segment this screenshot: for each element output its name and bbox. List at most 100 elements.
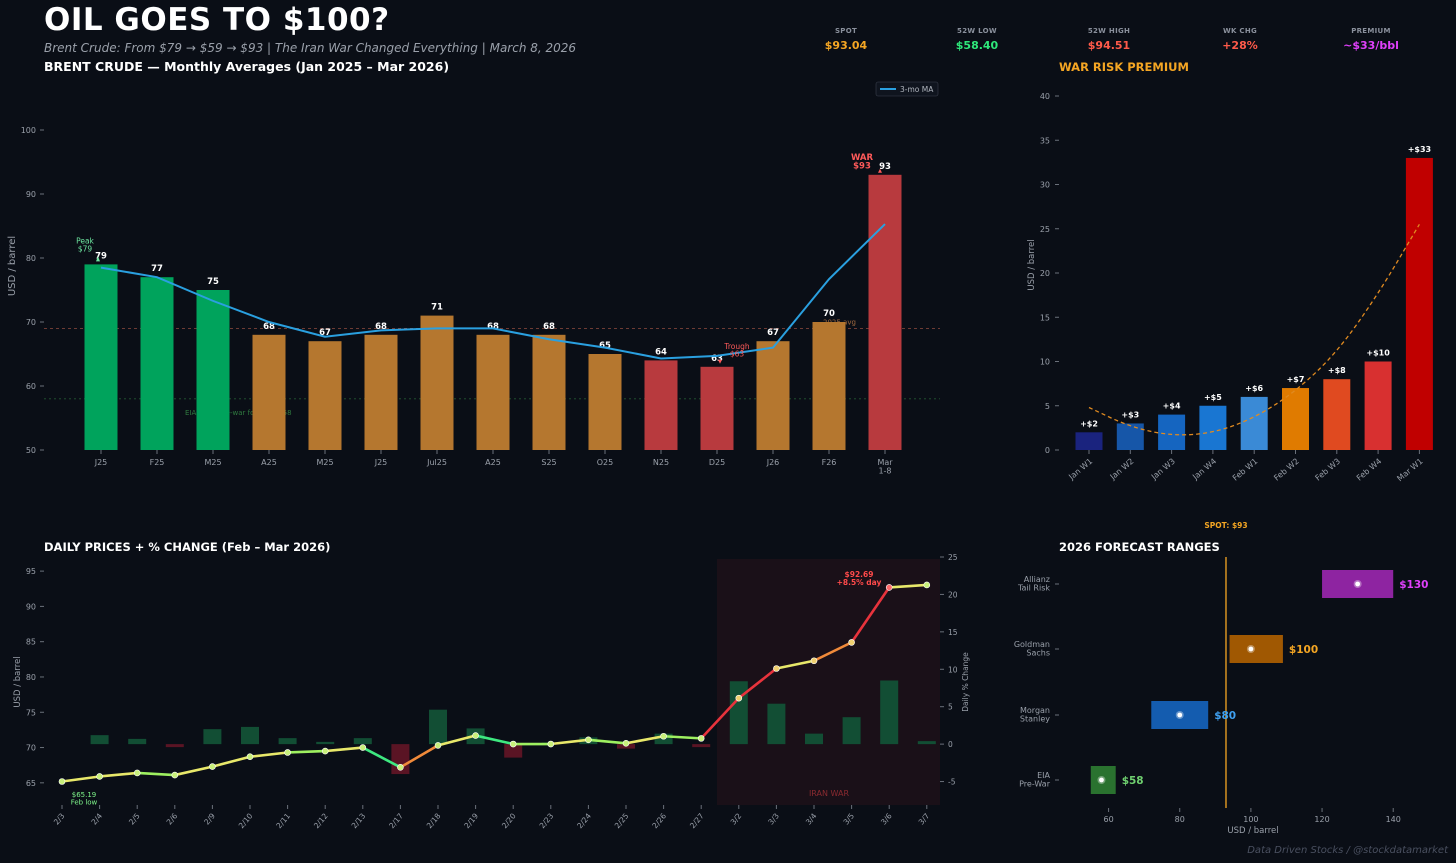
bar-value-label: 68	[487, 322, 499, 332]
stat-label: SPOT	[834, 27, 858, 35]
price-line-segment	[775, 659, 816, 670]
forecast-value-label: $130	[1399, 579, 1428, 591]
price-line-segment	[474, 734, 515, 746]
bar-value-label: +$8	[1328, 366, 1346, 375]
daily-chart: IRAN WAR 65 70 75 80 85 90 95 USD / barrel -5 0 5 10…	[13, 553, 970, 830]
premium-chart: 0 5 10 15 20 25 30 35 40 USD / barrel +$2 Jan W1 +$3…	[1027, 92, 1433, 483]
y-tick-label: 0	[1045, 446, 1050, 455]
forecast-point	[1099, 777, 1104, 783]
stat-value: $58.40	[955, 39, 999, 52]
x-tick-label: 3/6	[879, 811, 894, 826]
bar-value-label: 70	[823, 309, 835, 319]
bar-value-label: +$6	[1245, 384, 1263, 393]
bar	[1282, 388, 1309, 450]
y-tick-label: EIA Pre-War	[1019, 771, 1051, 788]
x-tick-label: 2/10	[237, 811, 255, 830]
price-point	[284, 749, 291, 756]
bar-value-label: 77	[151, 264, 163, 274]
x-tick-label: Feb W1	[1231, 457, 1260, 483]
x-tick-label: J25	[374, 458, 388, 467]
bar-value-label: 67	[319, 328, 331, 338]
bar-value-label: 75	[207, 277, 219, 287]
pct-change-bar	[241, 726, 259, 745]
x-tick-label: 2/26	[650, 811, 668, 830]
pct-change-bar	[278, 738, 297, 745]
x-tick-label: J25	[94, 458, 108, 467]
price-point	[246, 753, 254, 761]
x-tick-label: 3/3	[766, 811, 781, 826]
price-point	[58, 778, 66, 785]
x-tick-label: J26	[766, 458, 780, 467]
y-axis-label: USD / barrel	[1027, 239, 1037, 290]
annotation-war: WAR $93	[851, 153, 874, 172]
price-point	[697, 735, 705, 742]
x-tick-label: Feb W2	[1272, 457, 1301, 483]
y-tick-label: 70	[26, 318, 36, 327]
price-line-segment	[323, 746, 365, 753]
bar	[812, 322, 846, 450]
bar	[308, 341, 342, 450]
x-tick-label: 3/7	[917, 811, 932, 826]
pct-change-bar	[128, 738, 147, 745]
bar	[644, 360, 678, 450]
y-tick-label: 60	[26, 382, 36, 391]
legend	[875, 81, 939, 97]
x-tick-label: M25	[204, 458, 221, 467]
x-tick-label: 2/24	[575, 811, 593, 830]
bar-value-label: +$7	[1287, 375, 1305, 384]
stat-premium: PREMIUM ~$33/bbl	[1311, 27, 1431, 52]
y2-tick-label: 0	[948, 740, 953, 749]
bar	[1323, 379, 1351, 450]
bar-value-label: +$4	[1163, 402, 1181, 411]
y-tick-label: 85	[26, 638, 36, 647]
bar-value-label: 68	[375, 322, 387, 332]
x-tick-label: S25	[541, 458, 556, 467]
x-tick-label: Jan W1	[1066, 457, 1094, 482]
x-tick-label: 2/13	[350, 811, 368, 830]
forecast-chart: 60 80 100 120 140 USD / barrel SPOT: $93 EIA Pre…	[1014, 521, 1429, 836]
bar-value-label: +$2	[1080, 419, 1098, 428]
x-tick-label: F26	[822, 458, 837, 467]
x-tick-label: 2/6	[165, 811, 180, 826]
price-line-segment	[173, 765, 214, 777]
y-tick-label: 25	[1040, 225, 1050, 234]
y2-axis-label: Daily % Change	[961, 652, 970, 712]
price-point	[434, 742, 442, 749]
bar	[1158, 414, 1186, 450]
page-title: OIL GOES TO $100?	[44, 2, 390, 38]
annotation-peak: Peak $79	[76, 236, 94, 253]
bar	[196, 290, 230, 450]
price-line-segment	[887, 583, 929, 589]
forecast-point	[1248, 646, 1254, 652]
x-tick-label: 2/3	[52, 811, 67, 826]
y-tick-label: 35	[1040, 136, 1050, 145]
price-point	[547, 740, 555, 748]
war-region-label: IRAN WAR	[809, 789, 850, 798]
y-tick-label: 75	[26, 708, 36, 717]
annotation-war-day: $92.69 +8.5% day	[837, 570, 882, 587]
x-tick-label: O25	[597, 458, 613, 467]
x-tick-label: Jan W4	[1190, 457, 1218, 482]
y-tick-label: 10	[1040, 358, 1050, 367]
x-tick-label: 2/11	[274, 811, 292, 830]
stat-label: WK CHG	[1222, 27, 1258, 35]
price-line-segment	[699, 696, 741, 740]
price-point	[585, 736, 592, 744]
price-line-segment	[850, 586, 891, 644]
y-tick-label: 20	[1040, 269, 1050, 278]
y-tick-label: Morgan Stanley	[1020, 706, 1050, 723]
y2-tick-label: 25	[948, 553, 958, 562]
pct-change-bar	[429, 709, 447, 745]
price-point	[133, 769, 141, 777]
annotation-feb-low: $65.19 Feb low	[71, 791, 98, 806]
stat-wk-chg: WK CHG +28%	[1180, 27, 1300, 52]
bar-value-label: +$3	[1121, 410, 1139, 419]
stat-value: ~$33/bbl	[1343, 39, 1399, 52]
price-line-segment	[399, 744, 440, 769]
pct-change-bar	[316, 741, 335, 745]
x-tick-label: 2/19	[462, 811, 480, 830]
page-subtitle: Brent Crude: From $79 → $59 → $93 | The …	[44, 41, 577, 55]
bar-value-label: +$33	[1408, 145, 1431, 154]
